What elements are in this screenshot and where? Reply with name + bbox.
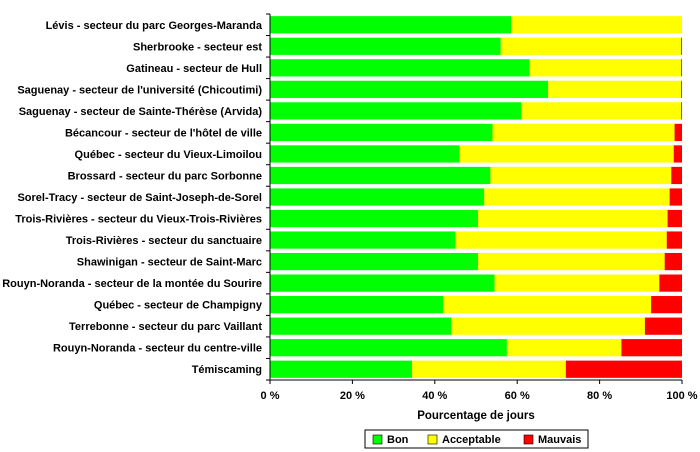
bar-segment-mauvais-12	[659, 274, 682, 292]
bar-segment-acceptable-12	[494, 274, 660, 292]
bar-segment-acceptable-3	[548, 80, 682, 98]
category-label: Terrebonne - secteur du parc Vaillant	[69, 321, 262, 333]
bar-segment-acceptable-14	[451, 317, 645, 335]
bar-segment-acceptable-9	[478, 209, 668, 228]
bar-segment-acceptable-0	[511, 16, 682, 34]
bar-segment-bon-15	[270, 339, 507, 357]
bar-segment-mauvais-7	[671, 166, 682, 185]
bar-segment-acceptable-11	[478, 252, 665, 271]
bar-segment-acceptable-5	[492, 123, 675, 142]
category-label: Rouyn-Noranda - secteur du centre-ville	[53, 343, 262, 355]
bar-segment-mauvais-13	[651, 296, 682, 314]
bar-segment-mauvais-11	[664, 252, 682, 271]
bar-segment-acceptable-13	[443, 296, 652, 314]
bar-segment-bon-4	[270, 102, 522, 120]
category-label: Saguenay - secteur de l'université (Chic…	[17, 84, 262, 96]
x-tick-label: 0 %	[261, 390, 280, 402]
bar-segment-bon-11	[270, 252, 479, 271]
category-label: Québec - secteur du Vieux-Limoilou	[75, 149, 262, 161]
category-label: Trois-Rivières - secteur du Vieux-Trois-…	[15, 214, 262, 226]
axes-group: 0 % 20 % 40 % 60 % 80 % 100 %	[261, 13, 698, 402]
category-label: Rouyn-Noranda - secteur de la montée du …	[2, 278, 262, 290]
bar-segment-bon-6	[270, 145, 460, 163]
bar-segment-acceptable-7	[490, 166, 672, 185]
bar-segment-bon-8	[270, 188, 485, 206]
bar-segment-mauvais-1	[681, 37, 682, 55]
bar-segment-acceptable-2	[529, 59, 682, 77]
bar-segment-mauvais-4	[681, 102, 682, 120]
bar-segment-acceptable-16	[412, 360, 566, 378]
legend-label-bon: Bon	[387, 434, 409, 446]
category-label: Bécancour - secteur de l'hôtel de ville	[65, 127, 262, 139]
legend-label-acceptable: Acceptable	[442, 434, 501, 446]
bar-segment-acceptable-4	[521, 102, 682, 120]
bar-segment-acceptable-1	[500, 37, 682, 55]
bar-segment-bon-1	[270, 37, 501, 55]
x-tick-label: 100 %	[666, 390, 697, 402]
category-label: Sorel-Tracy - secteur de Saint-Joseph-de…	[17, 192, 262, 204]
x-tick-label: 40 %	[422, 390, 447, 402]
category-label: Shawinigan - secteur de Saint-Marc	[77, 257, 262, 269]
x-tick-label: 80 %	[587, 390, 612, 402]
category-label: Gatineau - secteur de Hull	[126, 63, 262, 75]
legend: Bon Acceptable Mauvais	[364, 429, 589, 449]
category-label: Québec - secteur de Champigny	[94, 300, 263, 312]
x-tick-label: 20 %	[340, 390, 365, 402]
bar-segment-bon-2	[270, 59, 530, 77]
bar-segment-mauvais-10	[666, 231, 682, 249]
bar-segment-bon-10	[270, 231, 456, 249]
bar-segment-mauvais-5	[674, 123, 682, 142]
legend-label-mauvais: Mauvais	[538, 434, 581, 446]
bar-segment-bon-14	[270, 317, 452, 335]
bar-segment-acceptable-10	[455, 231, 667, 249]
legend-swatch-mauvais	[523, 434, 534, 445]
bar-segment-mauvais-2	[681, 59, 682, 77]
bar-segment-bon-7	[270, 166, 491, 185]
x-axis-title: Pourcentage de jours	[417, 410, 535, 422]
category-label: Saguenay - secteur de Sainte-Thérèse (Ar…	[19, 106, 263, 118]
bar-segment-mauvais-6	[673, 145, 682, 163]
bar-segment-bon-13	[270, 296, 444, 314]
bar-segment-bon-9	[270, 209, 479, 228]
bar-segment-mauvais-3	[681, 80, 682, 98]
legend-swatch-bon	[372, 434, 383, 445]
bar-segment-bon-5	[270, 123, 493, 142]
bar-segment-mauvais-9	[667, 209, 682, 228]
bar-segment-bon-12	[270, 274, 495, 292]
category-label: Lévis - secteur du parc Georges-Maranda	[46, 20, 263, 32]
category-labels: Lévis - secteur du parc Georges-Maranda S…	[2, 20, 263, 376]
bar-segment-mauvais-14	[644, 317, 682, 335]
category-label: Brossard - secteur du parc Sorbonne	[68, 170, 262, 182]
bar-segment-bon-3	[270, 80, 549, 98]
category-label: Trois-Rivières - secteur du sanctuaire	[66, 235, 262, 247]
bars-group	[270, 16, 682, 378]
bar-segment-mauvais-15	[621, 339, 682, 357]
category-label: Témiscaming	[192, 364, 262, 376]
bar-segment-bon-16	[270, 360, 413, 378]
x-tick-label: 60 %	[505, 390, 530, 402]
category-label: Sherbrooke - secteur est	[133, 41, 262, 53]
bar-segment-acceptable-8	[484, 188, 670, 206]
bar-segment-mauvais-8	[669, 188, 682, 206]
bar-segment-acceptable-6	[459, 145, 674, 163]
legend-swatch-acceptable	[427, 434, 438, 445]
bar-segment-mauvais-16	[565, 360, 682, 378]
bar-segment-bon-0	[270, 16, 512, 34]
bar-segment-acceptable-15	[506, 339, 622, 357]
